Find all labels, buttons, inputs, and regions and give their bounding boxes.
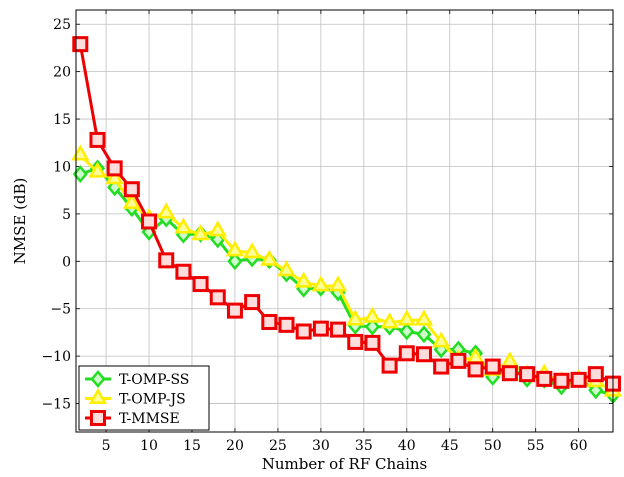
series-line	[79, 166, 614, 397]
data-point-square	[501, 365, 518, 382]
data-point-triangle	[328, 275, 348, 292]
data-point-square	[209, 289, 226, 306]
x-tick-label: 55	[527, 438, 545, 454]
x-tick-label: 30	[312, 438, 330, 454]
y-tick-label: 15	[53, 112, 71, 128]
data-point-square	[192, 276, 209, 293]
legend-swatch-marker	[88, 387, 108, 404]
data-point-triangle	[71, 144, 90, 161]
y-tick-label: 10	[53, 159, 71, 175]
data-point-triangle	[277, 260, 296, 277]
y-tick-label: −10	[41, 349, 71, 365]
y-tick-label: 0	[62, 254, 71, 270]
data-point-triangle	[311, 275, 331, 292]
data-point-square	[519, 366, 536, 383]
data-point-square	[72, 36, 89, 53]
x-tick-label: 60	[570, 438, 588, 454]
legend-swatch-marker	[90, 410, 106, 426]
legend-label: T-MMSE	[119, 411, 180, 427]
data-point-triangle	[105, 168, 124, 185]
data-series	[71, 36, 623, 404]
x-tick-label: 15	[183, 438, 201, 454]
series-t-omp-js	[71, 144, 623, 397]
data-point-square	[175, 263, 192, 280]
y-tick-label: −5	[50, 302, 71, 318]
y-tick-label: 25	[53, 17, 71, 33]
x-tick-label: 20	[226, 438, 244, 454]
data-point-triangle	[380, 312, 399, 329]
data-point-square	[226, 302, 243, 319]
x-tick-label: 45	[441, 438, 459, 454]
data-point-triangle	[414, 309, 434, 326]
data-point-square	[158, 252, 175, 269]
data-point-triangle	[346, 309, 365, 326]
data-point-square	[244, 294, 261, 311]
data-point-triangle	[397, 309, 416, 326]
plot-frame	[75, 9, 614, 433]
legend-item: T-MMSE	[85, 410, 180, 427]
data-point-square	[398, 345, 415, 362]
data-point-triangle	[363, 306, 382, 323]
data-point-triangle	[500, 351, 520, 368]
data-point-square	[123, 181, 140, 198]
x-tick-label: 25	[269, 438, 287, 454]
data-point-square	[536, 370, 553, 387]
data-point-square	[553, 372, 570, 389]
x-tick-label: 5	[102, 438, 111, 454]
legend-label: T-OMP-SS	[119, 372, 189, 388]
data-point-triangle	[122, 192, 142, 209]
data-point-triangle	[157, 202, 176, 219]
data-point-square	[141, 213, 158, 230]
data-point-triangle	[191, 224, 210, 241]
data-point-square	[312, 320, 329, 337]
data-point-triangle	[242, 242, 262, 259]
data-point-square	[89, 131, 106, 148]
legend-label: T-OMP-JS	[119, 392, 186, 408]
data-point-triangle	[294, 271, 313, 288]
data-point-diamond	[227, 252, 243, 271]
y-axis-label: NMSE (dB)	[11, 178, 29, 265]
data-point-square	[364, 334, 381, 351]
data-point-triangle	[432, 331, 451, 348]
data-point-square	[450, 352, 467, 369]
data-point-square	[484, 358, 501, 375]
data-point-diamond	[364, 317, 381, 336]
data-point-square	[415, 346, 432, 363]
y-tick-label: 20	[53, 65, 71, 81]
x-tick-label: 35	[355, 438, 373, 454]
y-tick-label: −15	[41, 397, 71, 413]
series-t-mmse	[72, 36, 621, 392]
data-point-square	[330, 321, 347, 338]
data-point-square	[106, 160, 123, 177]
data-point-square	[433, 358, 450, 375]
x-axis-label: Number of RF Chains	[262, 455, 427, 473]
data-point-square	[467, 361, 484, 378]
x-tick-label: 50	[484, 438, 502, 454]
x-tick-label: 10	[140, 438, 158, 454]
data-point-triangle	[174, 217, 193, 234]
data-point-triangle	[88, 161, 107, 178]
legend-item: T-OMP-SS	[85, 370, 189, 388]
legend-item: T-OMP-JS	[85, 387, 186, 408]
grid	[76, 10, 613, 432]
x-tick-label: 40	[398, 438, 416, 454]
data-point-square	[261, 313, 278, 330]
data-point-square	[347, 333, 364, 350]
data-point-triangle	[260, 249, 279, 266]
legend-swatch-marker	[90, 370, 106, 388]
data-point-triangle	[208, 220, 227, 237]
legend: T-OMP-SS T-OMP-JS T-MMSE	[78, 365, 210, 431]
axis-ticks	[76, 10, 613, 432]
y-tick-label: 5	[62, 207, 71, 223]
data-point-square	[278, 316, 295, 333]
data-point-triangle	[225, 240, 245, 257]
tick-labels: 5 10 15 20 25 30 35 40 45 50 55 60 −15 −10 −5 0 5 10 15 20 2…	[41, 17, 587, 454]
data-point-diamond	[399, 322, 415, 341]
data-point-diamond	[416, 325, 432, 344]
data-point-square	[295, 323, 312, 340]
data-point-square	[587, 366, 604, 383]
data-point-square	[570, 371, 587, 388]
data-point-square	[381, 357, 398, 374]
